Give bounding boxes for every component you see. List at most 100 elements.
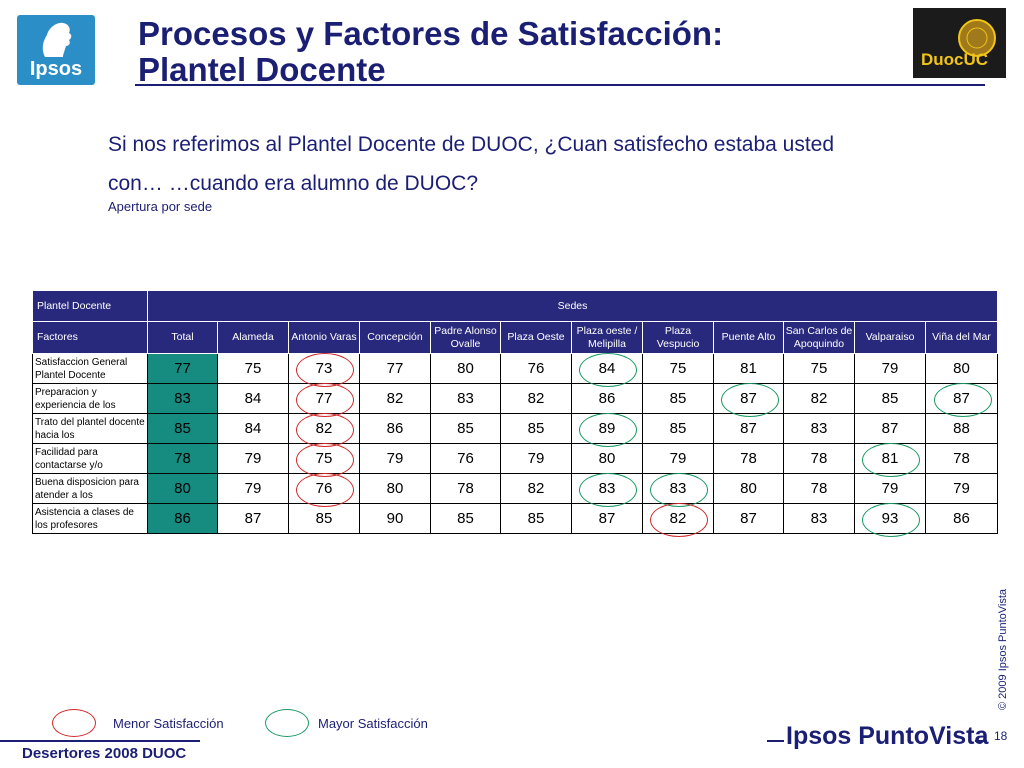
brand-rule-left [767,740,784,742]
title-line-1: Procesos y Factores de Satisfacción: [138,15,724,52]
value-cell: 90 [359,503,431,534]
sedes-header: Sedes [147,290,998,322]
table-row: Preparacion y experiencia de los 83 84 77 82… [32,383,998,414]
survey-question: Si nos referimos al Plantel Docente de D… [108,133,835,195]
total-cell: 80 [147,473,218,504]
section-header: Plantel Docente [32,290,148,322]
value-cell: 79 [854,473,926,504]
value-cell: 86 [359,413,431,444]
title-divider [135,84,985,86]
duoc-seal-icon [958,19,996,57]
factor-column-header: Factores [32,321,148,354]
value-cell: 87 [217,503,289,534]
value-cell: 80 [925,353,998,384]
value-cell: 82 [500,383,572,414]
value-cell: 87 [713,413,784,444]
column-header: Total [147,321,218,354]
column-header: Plaza Oeste [500,321,572,354]
table-row: Asistencia a clases de los profesores 86 8… [32,503,998,534]
value-cell: 77 [359,353,431,384]
value-cell: 89 [571,413,643,444]
value-cell: 84 [571,353,643,384]
value-cell: 85 [500,503,572,534]
column-header: Valparaiso [854,321,926,354]
ipsos-puntovista-brand: Ipsos PuntoVista [786,722,989,750]
value-cell: 79 [854,353,926,384]
value-cell: 86 [925,503,998,534]
total-cell: 78 [147,443,218,474]
value-cell: 86 [571,383,643,414]
value-cell: 83 [783,413,855,444]
title-line-2: Plantel Docente [138,51,386,88]
value-cell: 82 [783,383,855,414]
row-label: Buena disposicion para atender a los [32,473,148,504]
value-cell: 79 [642,443,714,474]
value-cell: 76 [430,443,501,474]
page-number: 18 [994,729,1008,743]
value-cell: 84 [217,383,289,414]
value-cell: 85 [642,383,714,414]
value-cell: 87 [713,503,784,534]
value-cell: 78 [783,443,855,474]
value-cell: 85 [500,413,572,444]
legend-low-ring [52,709,96,737]
value-cell: 79 [217,473,289,504]
value-cell: 79 [925,473,998,504]
value-cell: 85 [430,413,501,444]
value-cell: 75 [217,353,289,384]
column-header: Viña del Mar [925,321,998,354]
row-label: Asistencia a clases de los profesores [32,503,148,534]
value-cell: 88 [925,413,998,444]
total-cell: 77 [147,353,218,384]
legend-high-ring [265,709,309,737]
brand-rule-right [975,740,987,742]
question-subtitle: Apertura por sede [108,199,213,214]
table-row: Trato del plantel docente hacia los 85 84 8… [32,413,998,444]
value-cell: 76 [500,353,572,384]
value-cell: 81 [713,353,784,384]
row-label: Satisfaccion General Plantel Docente [32,353,148,384]
column-header: Plaza Vespucio [642,321,714,354]
table-row: Satisfaccion General Plantel Docente 77 75… [32,353,998,384]
total-cell: 83 [147,383,218,414]
value-cell: 78 [430,473,501,504]
legend-high-label: Mayor Satisfacción [318,716,428,731]
value-cell: 79 [500,443,572,474]
value-cell: 82 [642,503,714,534]
value-cell: 83 [642,473,714,504]
value-cell: 80 [359,473,431,504]
column-header: Padre Alonso Ovalle [430,321,501,354]
footer-label: Desertores 2008 DUOC [22,745,187,762]
value-cell: 79 [359,443,431,474]
row-label: Preparacion y experiencia de los [32,383,148,414]
table-body: Satisfaccion General Plantel Docente 77 75… [32,353,998,534]
footer-divider [0,740,200,742]
page-title: Procesos y Factores de Satisfacción: Pla… [138,16,723,88]
value-cell: 78 [783,473,855,504]
column-header: Plaza oeste / Melipilla [571,321,643,354]
value-cell: 80 [571,443,643,474]
value-cell: 83 [430,383,501,414]
row-label: Trato del plantel docente hacia los [32,413,148,444]
value-cell: 85 [642,413,714,444]
column-header: Alameda [217,321,289,354]
value-cell: 75 [288,443,360,474]
value-cell: 82 [288,413,360,444]
ipsos-head-icon [42,22,72,57]
row-label: Facilidad para contactarse y/o [32,443,148,474]
value-cell: 85 [430,503,501,534]
value-cell: 93 [854,503,926,534]
value-cell: 79 [217,443,289,474]
value-cell: 75 [642,353,714,384]
ipsos-logo: Ipsos [17,15,95,85]
value-cell: 84 [217,413,289,444]
value-cell: 73 [288,353,360,384]
value-cell: 87 [925,383,998,414]
value-cell: 87 [854,413,926,444]
value-cell: 78 [713,443,784,474]
value-cell: 81 [854,443,926,474]
value-cell: 85 [854,383,926,414]
total-cell: 86 [147,503,218,534]
column-header: Concepción [359,321,431,354]
duoc-logo-text: DuocUC [921,50,989,69]
